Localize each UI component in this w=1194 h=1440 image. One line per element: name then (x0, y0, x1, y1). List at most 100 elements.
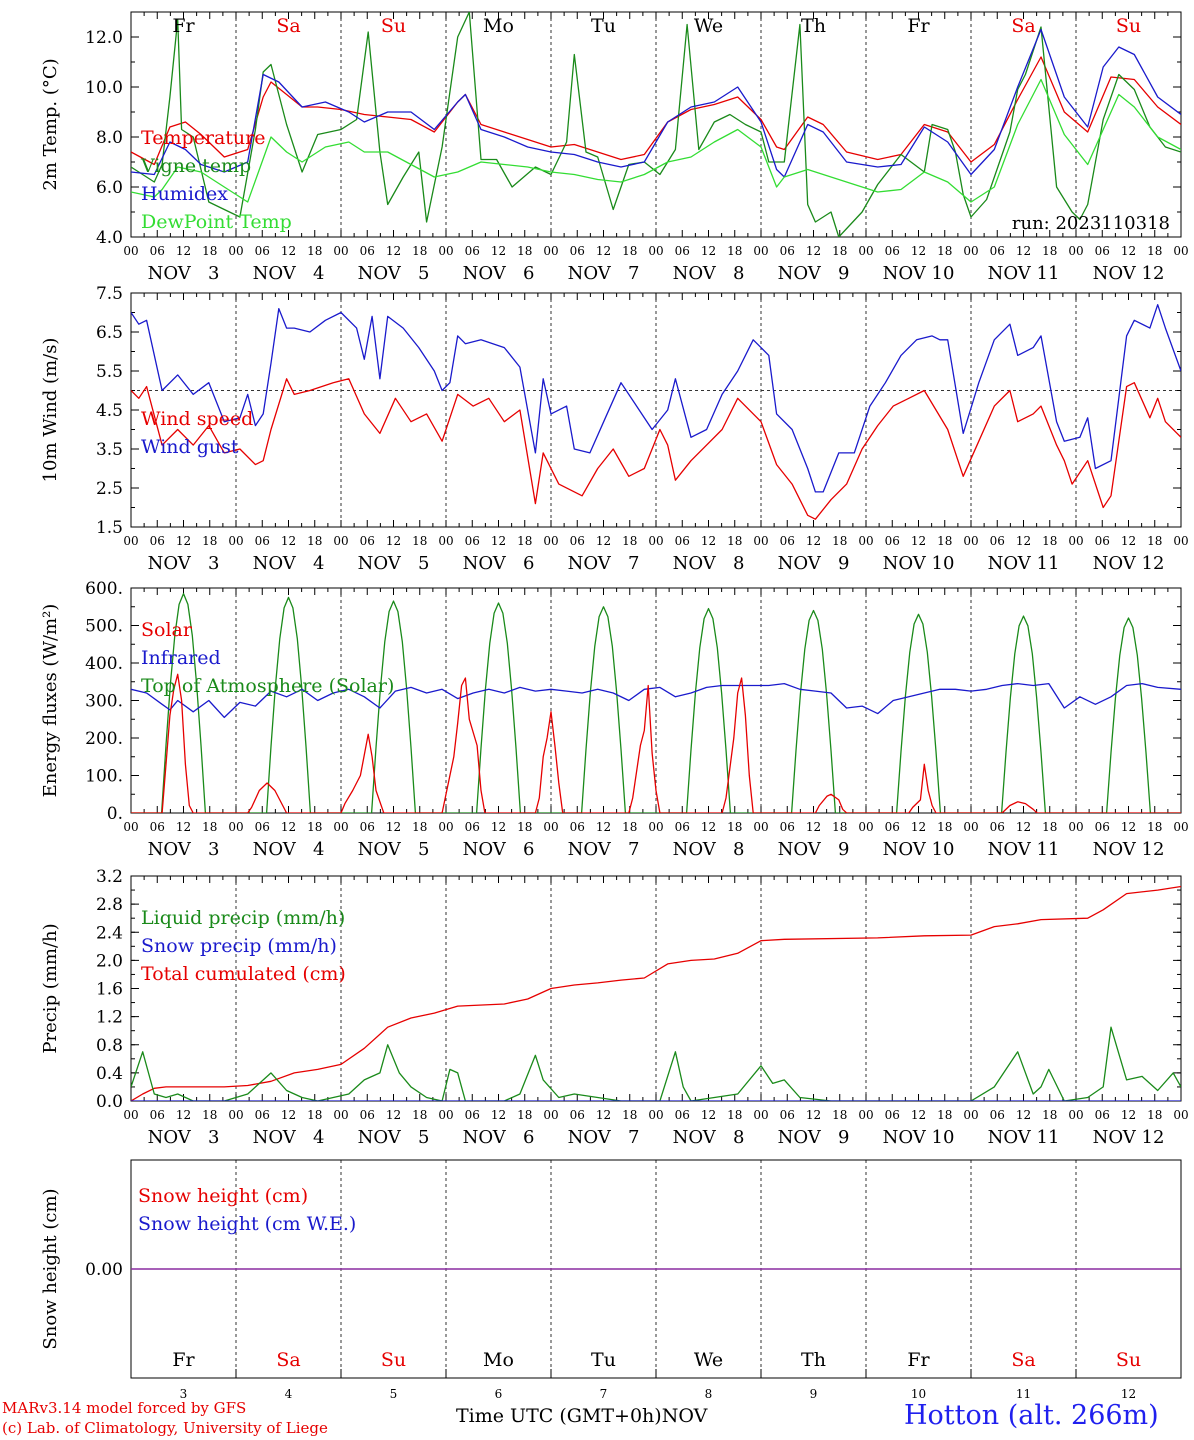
x-hour-tick-label: 18 (307, 244, 322, 258)
weekday-label-bottom: Fr (172, 1349, 195, 1371)
x-hour-tick-label: 06 (570, 534, 585, 548)
series-total-cumulated-cm- (131, 885, 1181, 1101)
day-number-label: 12 (1121, 1387, 1136, 1401)
x-date-label: NOV 7 (568, 1127, 640, 1148)
legend-entry: DewPoint Temp (141, 211, 292, 233)
x-hour-tick-label: 00 (333, 244, 348, 258)
x-hour-tick-label: 18 (517, 1108, 532, 1122)
x-hour-tick-label: 12 (281, 820, 296, 834)
x-date-label: NOV 5 (358, 1127, 430, 1148)
weekday-label: Su (1116, 15, 1141, 37)
weekday-label-bottom: Tu (591, 1349, 616, 1371)
x-date-label: NOV 5 (358, 839, 430, 860)
weekday-label-bottom: Su (1116, 1349, 1141, 1371)
x-hour-tick-label: 00 (123, 1108, 138, 1122)
series-vigne-temp (131, 12, 1181, 237)
x-hour-tick-label: 06 (990, 244, 1005, 258)
x-hour-tick-label: 18 (727, 1108, 742, 1122)
x-hour-tick-label: 18 (202, 820, 217, 834)
x-date-label: NOV 3 (148, 1127, 220, 1148)
x-hour-tick-label: 06 (990, 534, 1005, 548)
weekday-label: Fr (907, 15, 930, 37)
x-hour-tick-label: 12 (176, 820, 191, 834)
x-hour-tick-label: 18 (727, 820, 742, 834)
x-date-label: NOV 8 (673, 553, 745, 574)
x-hour-tick-label: 06 (1095, 244, 1110, 258)
y-tick-label: 4.0 (96, 228, 123, 248)
x-date-label: NOV 10 (883, 1127, 955, 1148)
x-hour-tick-label: 00 (1173, 534, 1188, 548)
x-hour-tick-label: 06 (780, 534, 795, 548)
x-hour-tick-label: 06 (255, 820, 270, 834)
x-hour-tick-label: 18 (1147, 1108, 1162, 1122)
y-tick-label: 3.2 (96, 867, 123, 887)
x-hour-tick-label: 18 (937, 820, 952, 834)
x-date-label: NOV 4 (253, 1127, 325, 1148)
x-hour-tick-label: 06 (675, 534, 690, 548)
legend-entry: Liquid precip (mm/h) (141, 907, 345, 929)
x-date-label: NOV 8 (673, 263, 745, 284)
x-axis-label: Time UTC (GMT+0h) (456, 1405, 662, 1427)
y-axis-title: Energy fluxes (W/m²) (40, 604, 61, 798)
y-tick-label: 0.4 (96, 1064, 123, 1084)
x-date-label: NOV 9 (778, 839, 850, 860)
x-hour-tick-label: 18 (1042, 244, 1057, 258)
x-hour-tick-label: 12 (176, 534, 191, 548)
x-hour-tick-label: 12 (491, 820, 506, 834)
x-date-label: NOV 6 (463, 263, 535, 284)
x-hour-tick-label: 12 (596, 534, 611, 548)
x-date-label: NOV 9 (778, 1127, 850, 1148)
plot-frame (130, 587, 1182, 814)
x-hour-tick-label: 00 (648, 1108, 663, 1122)
model-credit: MARv3.14 model forced by GFS (2, 1399, 247, 1417)
x-hour-tick-label: 00 (963, 1108, 978, 1122)
panel-5: 0.00 Snow height (cm) Snow height (cm) Snow… (40, 1159, 1182, 1379)
y-tick-label: 0.00 (85, 1260, 123, 1280)
x-hour-tick-label: 00 (858, 820, 873, 834)
x-hour-tick-label: 12 (176, 244, 191, 258)
y-tick-label: 2.4 (96, 923, 123, 943)
x-hour-tick-label: 12 (386, 820, 401, 834)
y-tick-label: 6.0 (96, 178, 123, 198)
x-hour-tick-label: 12 (491, 534, 506, 548)
x-hour-tick-label: 18 (1042, 534, 1057, 548)
x-hour-tick-label: 00 (438, 534, 453, 548)
x-date-label: NOV 5 (358, 263, 430, 284)
x-hour-tick-label: 00 (438, 820, 453, 834)
x-hour-tick-label: 06 (990, 1108, 1005, 1122)
x-hour-tick-label: 18 (832, 820, 847, 834)
x-date-label: NOV 9 (778, 553, 850, 574)
x-hour-tick-label: 00 (858, 534, 873, 548)
x-hour-tick-label: 06 (150, 244, 165, 258)
x-hour-tick-label: 18 (622, 820, 637, 834)
x-hour-tick-label: 12 (281, 534, 296, 548)
x-date-label: NOV 12 (1093, 1127, 1165, 1148)
x-hour-tick-label: 00 (228, 534, 243, 548)
x-hour-tick-label: 06 (780, 820, 795, 834)
x-date-label: NOV 10 (883, 839, 955, 860)
weekday-label-bottom: Mo (483, 1349, 514, 1371)
legend-entry: Wind gust (141, 436, 239, 458)
x-hour-tick-label: 00 (333, 534, 348, 548)
x-hour-tick-label: 00 (648, 534, 663, 548)
x-hour-tick-label: 12 (1121, 534, 1136, 548)
x-hour-tick-label: 06 (465, 1108, 480, 1122)
weekday-label: Fr (172, 15, 195, 37)
x-axis-title: Time UTC (GMT+0h)NOV (456, 1405, 707, 1427)
x-date-label: NOV 11 (988, 1127, 1060, 1148)
x-hour-tick-label: 12 (596, 244, 611, 258)
x-hour-tick-label: 18 (307, 534, 322, 548)
x-hour-tick-label: 00 (963, 244, 978, 258)
x-hour-tick-label: 00 (648, 244, 663, 258)
x-hour-tick-label: 00 (1068, 1108, 1083, 1122)
x-date-label: NOV 3 (148, 553, 220, 574)
series-solar (131, 673, 1181, 813)
day-number-label: 6 (495, 1387, 503, 1401)
x-hour-tick-label: 00 (333, 1108, 348, 1122)
y-tick-label: 6.5 (96, 323, 123, 343)
weekday-label: Sa (276, 15, 300, 37)
x-hour-tick-label: 00 (543, 534, 558, 548)
y-axis-title: 2m Temp. (°C) (40, 58, 61, 190)
x-hour-tick-label: 12 (1016, 534, 1031, 548)
plot-frame (130, 11, 1182, 238)
